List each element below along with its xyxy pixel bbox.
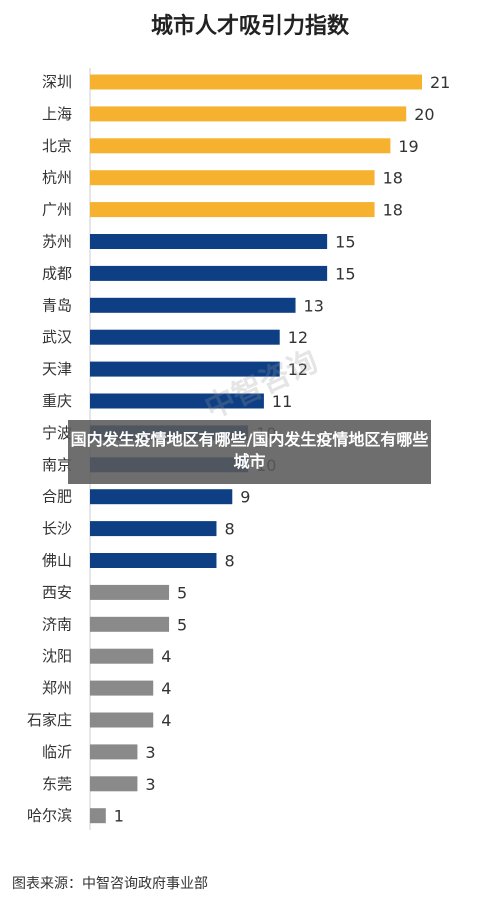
value-label: 21 [430,73,450,92]
category-label: 深圳 [42,73,72,91]
value-label: 9 [240,488,250,507]
bar [90,74,422,90]
bar [90,265,328,281]
value-label: 5 [177,615,187,634]
category-label: 沈阳 [42,647,72,665]
category-label: 东莞 [42,775,72,793]
bar [90,744,138,760]
value-label: 3 [145,743,155,762]
value-label: 8 [224,520,234,539]
category-label: 青岛 [42,296,72,314]
bar [90,553,217,568]
value-label: 19 [398,137,418,156]
bar [90,712,154,728]
value-label: 4 [161,711,171,730]
overlay-banner: 国内发生疫情地区有哪些/国内发生疫情地区有哪些城市 [68,420,431,484]
value-label: 5 [177,583,187,602]
category-label: 哈尔滨 [27,807,72,825]
category-label: 天津 [42,360,72,378]
category-label: 西安 [42,583,72,601]
category-label: 宁波 [42,424,72,442]
bar [90,489,233,505]
chart-title: 城市人才吸引力指数 [150,14,349,39]
category-label: 北京 [42,137,72,155]
bar [90,297,296,313]
value-label: 4 [161,647,171,666]
category-label: 杭州 [42,169,72,187]
bar [90,329,280,345]
category-label: 武汉 [42,328,72,346]
bar [90,616,170,632]
bar [90,680,154,696]
category-label: 南京 [42,456,72,474]
category-label: 长沙 [42,520,72,538]
bar [90,393,264,409]
value-label: 13 [304,296,324,315]
bar [90,776,138,792]
category-label: 石家庄 [27,711,72,729]
category-label: 苏州 [42,233,72,251]
value-label: 3 [145,775,155,794]
bar [90,584,170,600]
bar [90,361,280,377]
value-label: 18 [383,201,403,220]
value-label: 15 [335,233,355,252]
value-label: 11 [272,392,292,411]
value-label: 12 [288,360,308,379]
category-label: 郑州 [42,679,72,697]
category-label: 成都 [42,264,72,282]
source-note: 图表来源：中智咨询政府事业部 [12,876,208,892]
bar [90,106,407,122]
category-label: 上海 [42,105,72,123]
value-label: 15 [335,264,355,283]
bar [90,648,154,664]
bar [90,202,375,218]
value-label: 12 [288,328,308,347]
category-label: 合肥 [42,488,72,506]
value-label: 8 [224,552,234,571]
category-label: 重庆 [42,392,72,410]
bar [90,521,217,537]
value-label: 4 [161,679,171,698]
category-label: 临沂 [42,743,72,761]
value-label: 18 [383,169,403,188]
bar [90,138,391,154]
bar [90,808,106,824]
category-label: 广州 [42,201,72,219]
category-label: 佛山 [42,552,72,570]
value-label: 1 [114,807,124,826]
category-label: 济南 [42,615,72,633]
value-label: 20 [414,105,434,124]
bar [90,170,375,186]
bar [90,234,328,249]
